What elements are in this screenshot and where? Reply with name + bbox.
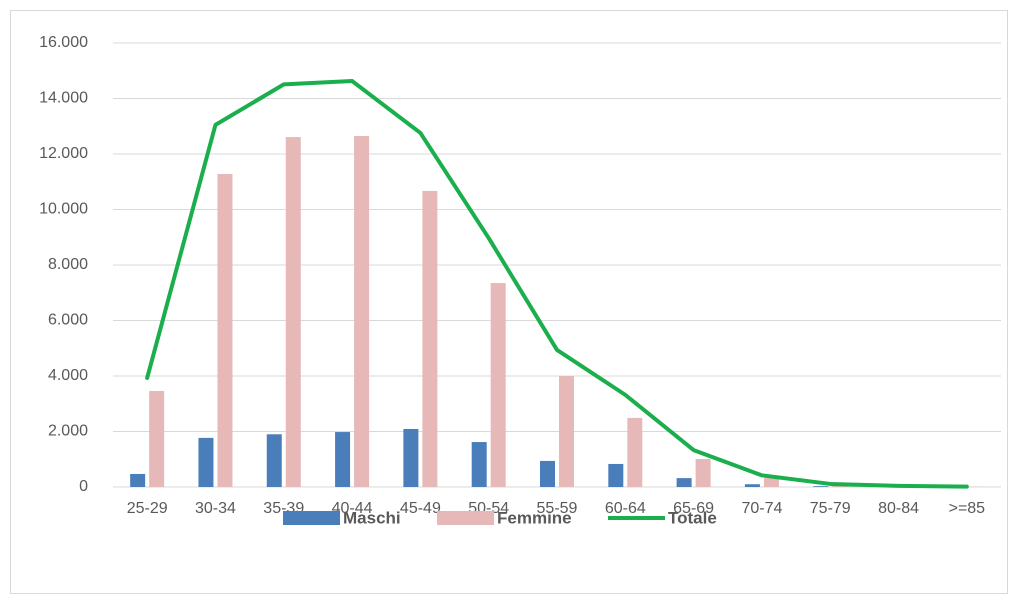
x-tick-label: 60-64 xyxy=(605,500,646,517)
bar xyxy=(217,173,233,488)
y-tick-label: 0 xyxy=(79,478,88,495)
bar xyxy=(285,137,301,487)
bar xyxy=(627,417,643,487)
bar xyxy=(490,283,506,487)
x-tick-label: 75-79 xyxy=(810,500,851,517)
bar xyxy=(763,478,779,487)
y-tick-label: 2.000 xyxy=(48,423,88,440)
bar xyxy=(198,437,214,487)
chart-frame xyxy=(10,10,1008,594)
x-tick-label: 45-49 xyxy=(400,500,441,517)
x-tick-label: 30-34 xyxy=(195,500,236,517)
y-tick-label: 4.000 xyxy=(48,367,88,384)
y-tick-label: 6.000 xyxy=(48,312,88,329)
bar xyxy=(422,190,438,487)
bar xyxy=(149,390,165,487)
y-tick-label: 16.000 xyxy=(39,34,88,51)
bar xyxy=(559,376,574,487)
x-tick-label: 25-29 xyxy=(127,500,168,517)
bar xyxy=(266,434,282,487)
y-tick-label: 8.000 xyxy=(48,256,88,273)
legend-label: Maschi xyxy=(343,508,401,527)
legend-label: Totale xyxy=(668,508,717,527)
x-tick-label: >=85 xyxy=(949,500,986,517)
bar xyxy=(676,478,692,487)
legend-swatch xyxy=(437,511,494,525)
bar xyxy=(540,460,555,487)
y-tick-label: 12.000 xyxy=(39,145,88,162)
bar xyxy=(608,463,624,487)
bar xyxy=(335,432,351,487)
bar xyxy=(403,429,419,487)
x-tick-label: 40-44 xyxy=(332,500,373,517)
x-tick-label: 65-69 xyxy=(673,500,714,517)
x-tick-label: 70-74 xyxy=(741,500,782,517)
x-tick-label: 55-59 xyxy=(537,500,578,517)
bar xyxy=(354,135,370,487)
x-tick-label: 80-84 xyxy=(878,500,919,517)
legend-label: Femmine xyxy=(497,508,572,527)
legend-swatch xyxy=(283,511,340,525)
y-tick-label: 14.000 xyxy=(39,90,88,107)
bar xyxy=(130,473,146,487)
bar xyxy=(695,458,711,487)
line xyxy=(145,79,969,489)
bar xyxy=(813,486,829,487)
bar xyxy=(471,442,487,487)
y-tick-label: 10.000 xyxy=(39,201,88,218)
bar xyxy=(744,484,760,487)
